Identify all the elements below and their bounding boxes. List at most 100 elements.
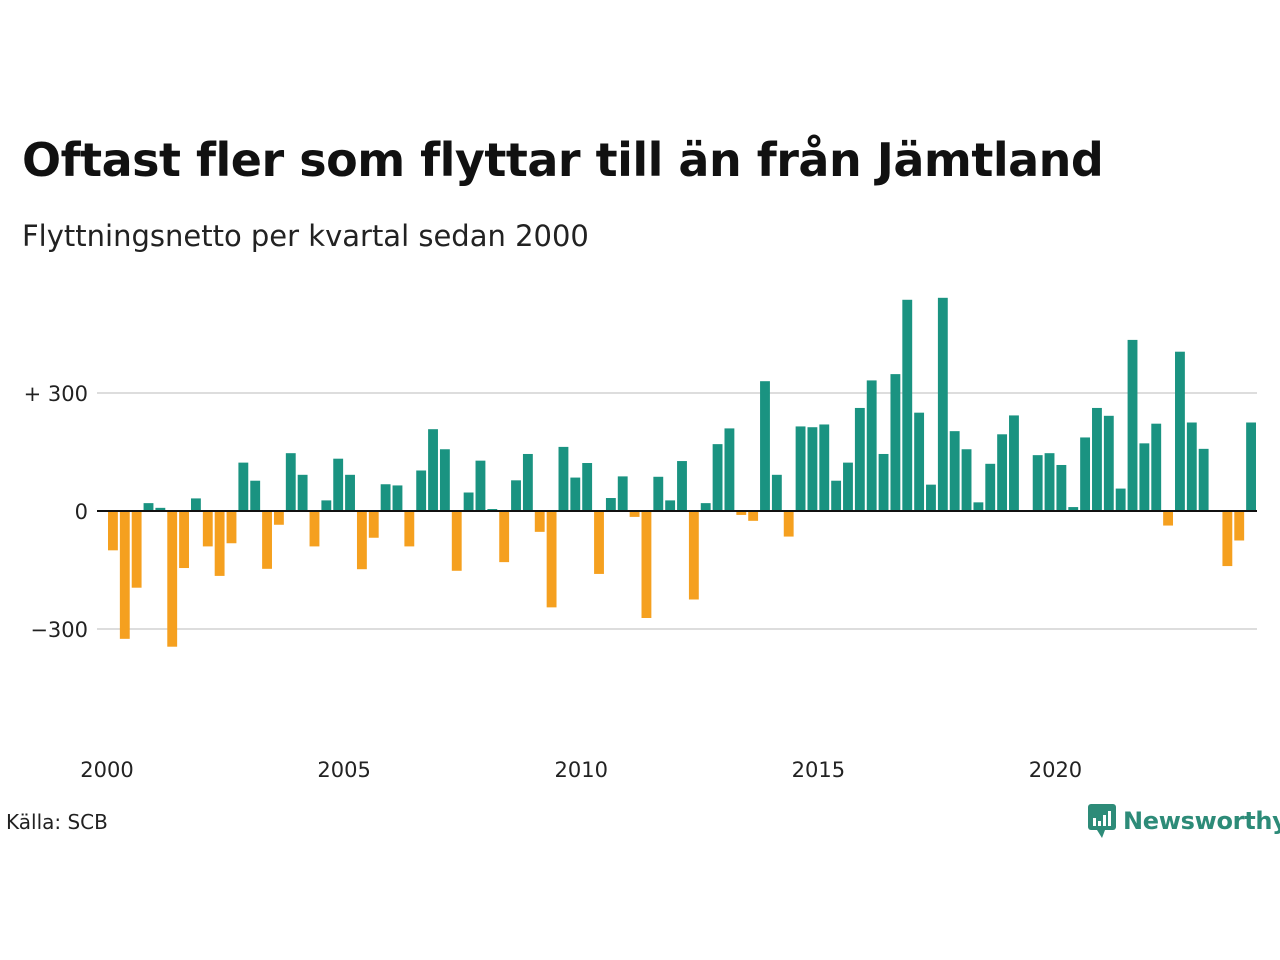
bar-2014K3 [795, 426, 806, 511]
bar-2018K4 [997, 434, 1008, 511]
grid-lines [97, 392, 1257, 630]
bar-2022K4 [1186, 422, 1197, 511]
bar-2015K1 [819, 424, 830, 511]
bar-2018K1 [961, 449, 972, 511]
bar-2021K1 [1103, 415, 1114, 511]
bar-2018K2 [973, 502, 984, 511]
bars [108, 297, 1256, 647]
bar-2021K3 [1127, 339, 1138, 511]
bar-2007K4 [475, 460, 486, 511]
bar-2004K1 [297, 474, 308, 511]
axes: + 300 0 −300 2000 2005 2010 2015 2020 [24, 382, 1257, 782]
bar-2007K1 [439, 449, 450, 511]
bar-2004K4 [333, 458, 344, 511]
bar-2000K2 [119, 511, 130, 639]
bar-2005K4 [380, 484, 391, 511]
bar-2010K2 [594, 511, 604, 574]
bar-2012K3 [700, 503, 711, 511]
bar-2000K3 [131, 511, 142, 588]
bar-2013K3 [748, 511, 759, 521]
bar-2016K4 [902, 299, 913, 511]
bar-2011K1 [629, 511, 640, 517]
bar-2013K4 [760, 381, 770, 511]
bar-2001K3 [179, 511, 189, 569]
bar-2022K3 [1175, 351, 1185, 511]
bar-2006K4 [428, 429, 438, 511]
bar-2003K2 [262, 511, 272, 569]
newsworthy-logo[interactable]: Newsworthy [1087, 803, 1280, 839]
bar-2006K3 [416, 470, 427, 511]
bar-2009K1 [534, 511, 545, 532]
bar-2005K2 [356, 511, 367, 570]
bar-2002K2 [214, 511, 225, 576]
x-tick-label: 2010 [555, 758, 608, 782]
bar-2023K1 [1198, 448, 1209, 511]
bar-2018K3 [985, 463, 996, 511]
bar-2013K2 [736, 511, 747, 515]
bar-2017K1 [914, 412, 925, 511]
bar-2009K3 [558, 446, 569, 511]
bar-2002K4 [238, 462, 249, 511]
x-tick-label: 2020 [1029, 758, 1082, 782]
bar-2020K1 [1056, 464, 1067, 511]
bar-2009K2 [546, 511, 557, 608]
bar-2020K4 [1092, 407, 1102, 511]
bar-2022K2 [1163, 511, 1174, 526]
bar-2021K2 [1115, 488, 1126, 511]
logo-text: Newsworthy [1123, 807, 1280, 835]
y-tick-label: 0 [75, 500, 88, 524]
bar-2019K1 [1009, 415, 1019, 511]
bar-2008K4 [522, 453, 533, 511]
bar-2006K2 [404, 511, 415, 547]
bar-2007K2 [451, 511, 462, 571]
bar-2023K3 [1222, 511, 1233, 567]
bar-2002K3 [226, 511, 237, 544]
bar-2016K2 [878, 453, 889, 511]
bar-2014K1 [771, 474, 782, 511]
bar-2005K1 [345, 474, 355, 511]
bar-2019K4 [1044, 453, 1055, 511]
y-tick-label: + 300 [24, 382, 88, 406]
newsworthy-chart-bubble-icon [1088, 804, 1116, 838]
bar-2016K1 [866, 380, 877, 511]
x-tick-label: 2015 [792, 758, 845, 782]
bar-2015K2 [831, 480, 842, 511]
bar-2003K1 [250, 480, 261, 511]
bar-2024K1 [1246, 422, 1256, 511]
bar-2001K4 [190, 498, 201, 511]
chart-subtitle: Flyttningsnetto per kvartal sedan 2000 [22, 219, 589, 253]
bar-2019K3 [1032, 455, 1043, 511]
bar-2014K2 [783, 511, 794, 537]
bar-2009K4 [570, 477, 581, 511]
bar-2004K3 [321, 500, 332, 511]
bar-2000K1 [108, 511, 118, 551]
bar-2015K3 [843, 462, 853, 511]
bar-2015K4 [854, 407, 865, 511]
bar-2012K2 [688, 511, 699, 600]
bar-2023K4 [1234, 511, 1245, 541]
bar-2020K2 [1068, 507, 1079, 511]
source-note: Källa: SCB [6, 810, 108, 834]
bar-2001K1 [155, 507, 166, 511]
chart-title: Oftast fler som flyttar till än från Jäm… [22, 133, 1104, 187]
bar-2017K3 [937, 297, 948, 511]
bar-2008K2 [499, 511, 510, 563]
bar-2022K1 [1151, 423, 1162, 511]
bar-2012K4 [712, 444, 723, 511]
bar-2010K1 [582, 463, 593, 511]
bar-2001K2 [167, 511, 178, 647]
bar-2006K1 [392, 485, 403, 511]
bar-2012K1 [677, 461, 687, 511]
bar-2003K4 [285, 453, 296, 511]
bar-2011K3 [653, 476, 664, 511]
bar-2013K1 [724, 428, 735, 511]
bar-2010K3 [605, 498, 616, 511]
bar-2020K3 [1080, 437, 1091, 511]
bar-2011K4 [665, 500, 676, 511]
bar-2016K3 [890, 374, 901, 511]
x-tick-label: 2005 [317, 758, 370, 782]
bar-2008K3 [511, 480, 521, 511]
bar-2002K1 [202, 511, 213, 547]
bar-2003K3 [273, 511, 284, 525]
